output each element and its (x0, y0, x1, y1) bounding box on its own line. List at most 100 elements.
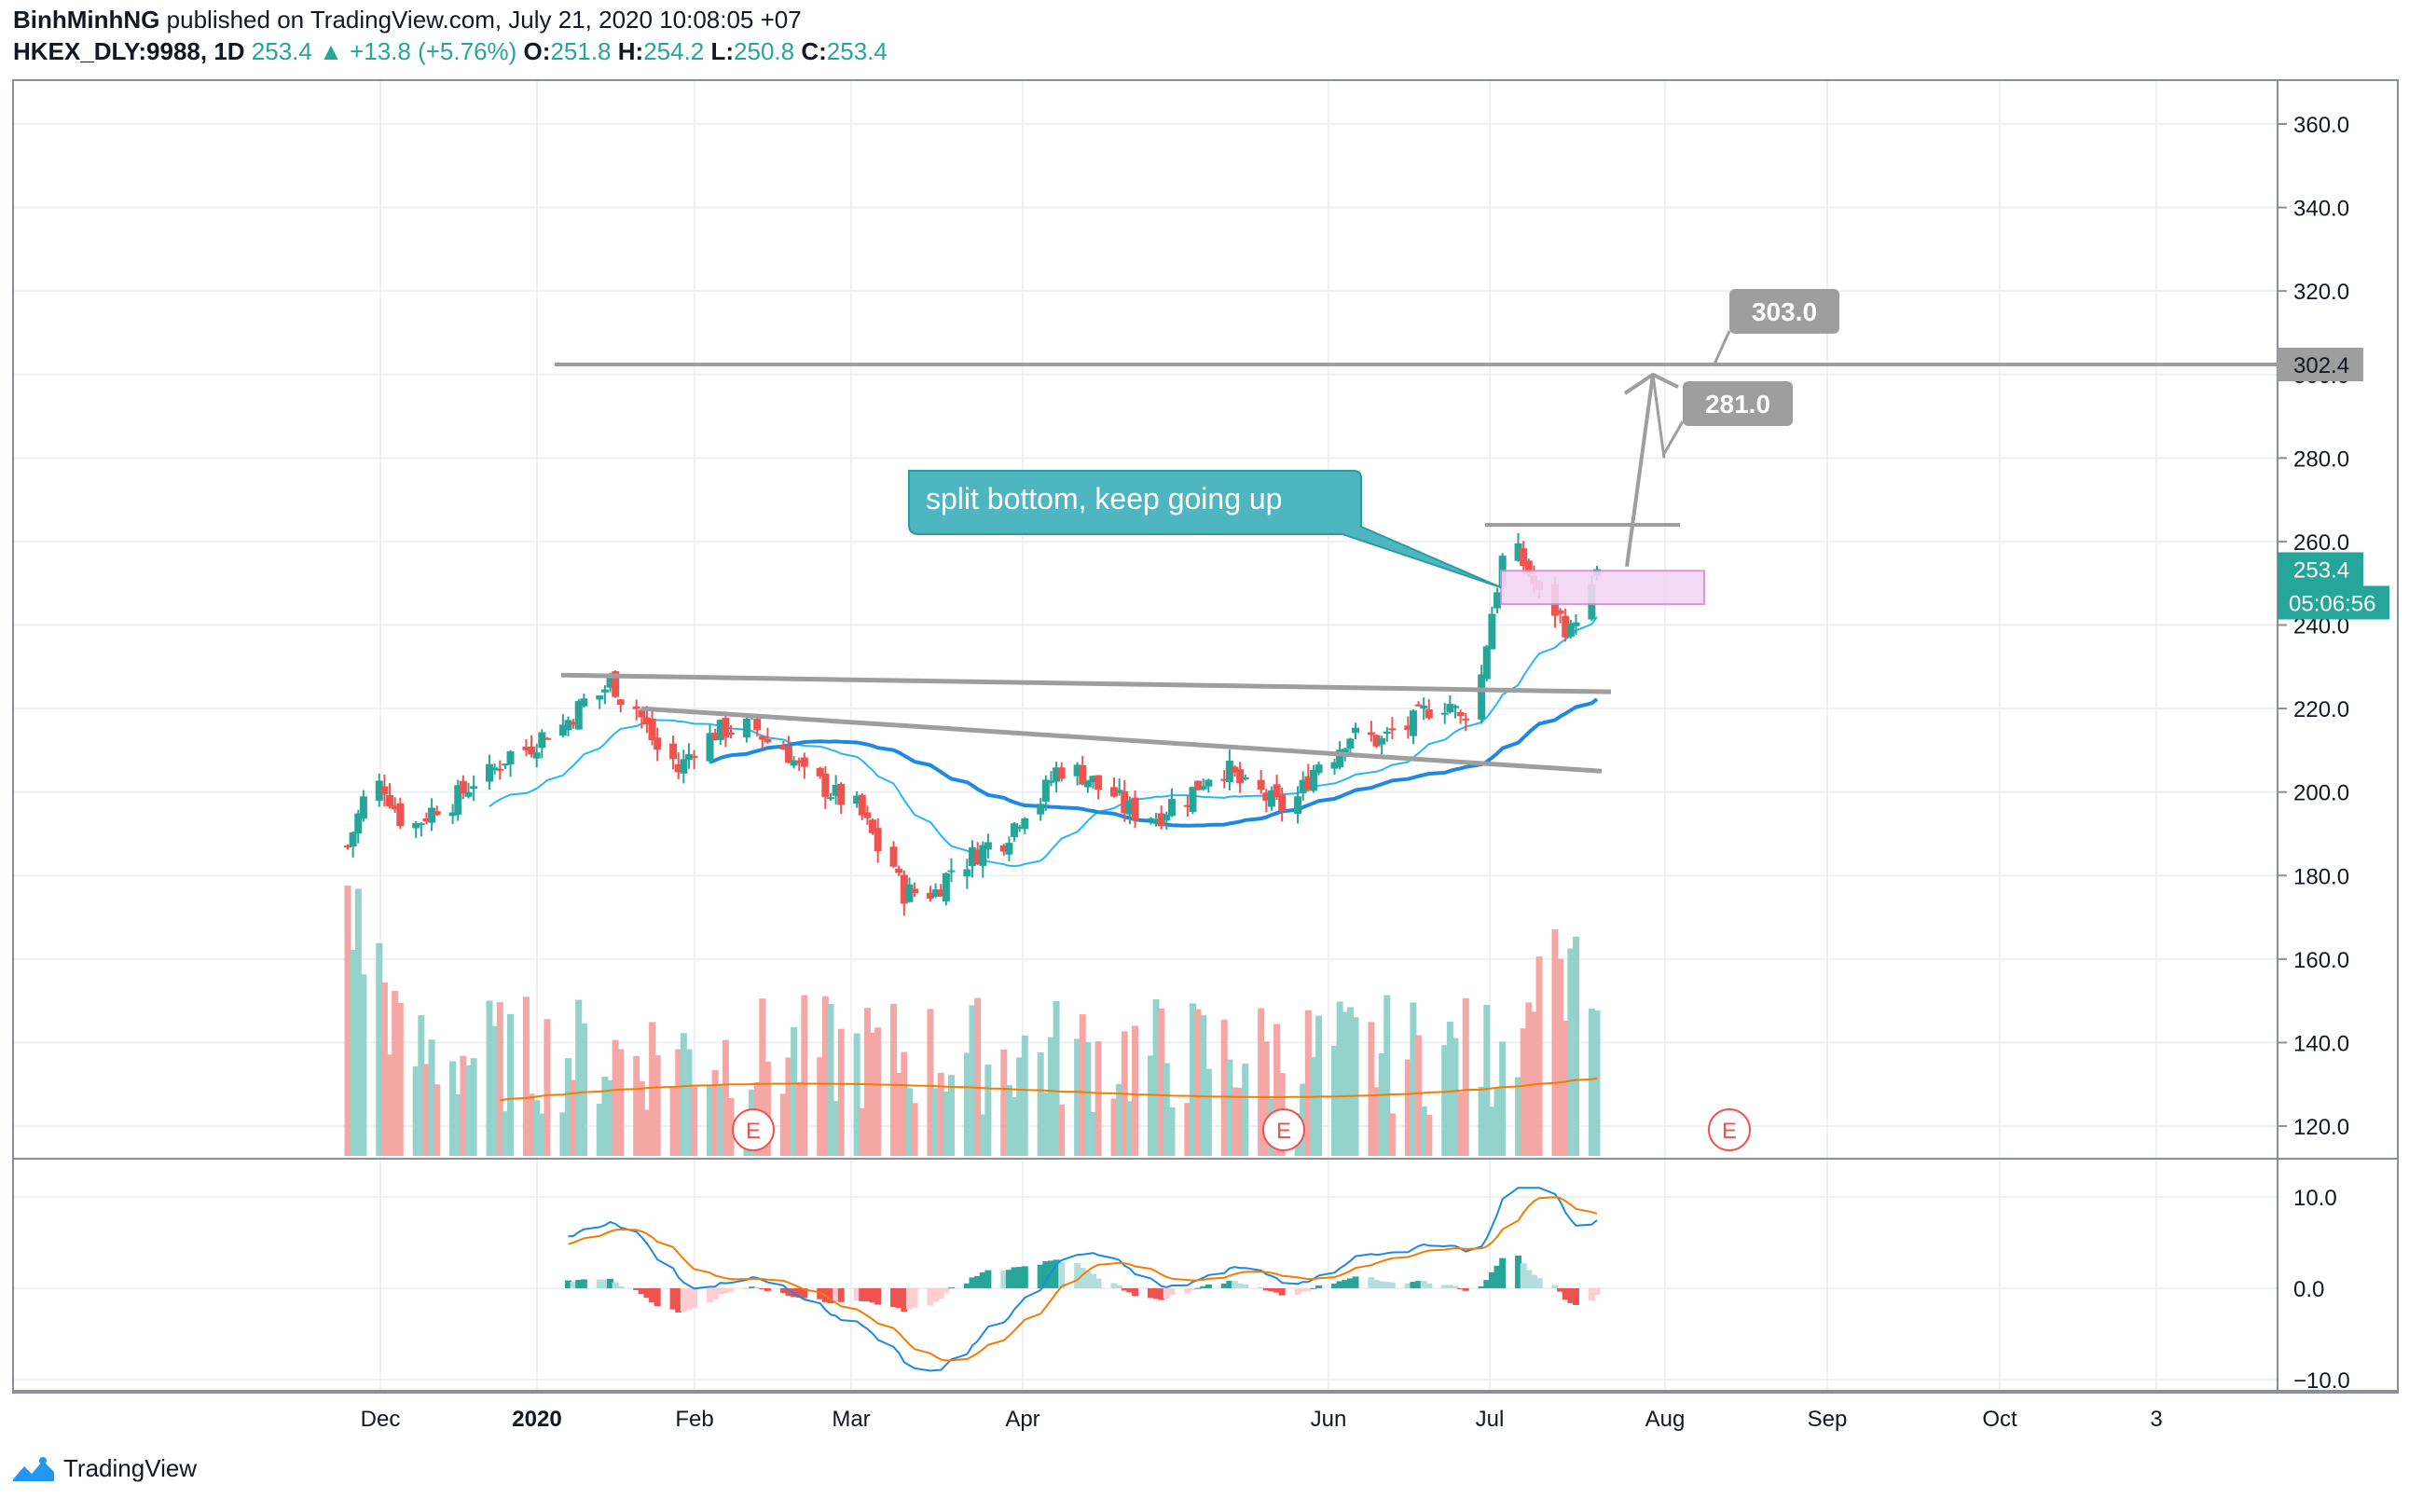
time-tick-label: Oct (1982, 1407, 2017, 1432)
candle-body (638, 709, 646, 718)
macd-histogram-bar (1116, 1285, 1123, 1288)
candle-body (858, 794, 866, 816)
tradingview-logo-icon (13, 1456, 54, 1481)
price-tick-label: 280.0 (2293, 447, 2349, 472)
time-tick-label: Jun (1311, 1407, 1347, 1432)
candle-body (1041, 779, 1050, 802)
candle-body (816, 767, 824, 777)
close-value: 253.4 (826, 37, 888, 65)
symbol-name[interactable]: HKEX_DLY:9988, 1D (13, 37, 245, 65)
candle-body (612, 671, 620, 697)
tradingview-brand[interactable]: TradingView (11, 1454, 197, 1483)
volume-bar (974, 997, 982, 1156)
volume-bar (350, 949, 357, 1156)
candle-body (528, 746, 536, 755)
macd-histogram-bar (1184, 1288, 1191, 1294)
macd-histogram-bar (1462, 1288, 1469, 1291)
volume-bar (1089, 1111, 1096, 1156)
volume-bar (491, 1025, 499, 1156)
volume-bar (932, 1088, 940, 1156)
volume-bar (1567, 948, 1575, 1156)
published-text: published on TradingView.com, July 21, 2… (166, 6, 802, 34)
note-callout-text: split bottom, keep going up (926, 482, 1282, 515)
macd-histogram-bar (1016, 1267, 1024, 1288)
macd-histogram-bar (570, 1281, 577, 1288)
candle-body (1189, 787, 1197, 812)
candle-body (1330, 762, 1339, 769)
author-name[interactable]: BinhMinhNG (13, 6, 160, 34)
macd-histogram-bar (901, 1288, 908, 1312)
candle-body (826, 797, 834, 800)
volume-bar (1147, 1055, 1154, 1156)
volume-bar (984, 1065, 992, 1156)
macd-histogram-bar (963, 1283, 970, 1288)
macd-histogram-bar (743, 1288, 750, 1289)
volume-bar (464, 1065, 472, 1156)
macd-histogram-bar (1346, 1278, 1354, 1288)
candle-body (564, 720, 572, 731)
volume-bar (764, 1061, 771, 1156)
earnings-marker-icon (1262, 1108, 1305, 1151)
candle-body (874, 828, 882, 852)
macd-histogram-bar (863, 1288, 871, 1301)
macd-histogram-bar (1074, 1262, 1081, 1288)
macd-histogram-bar (1457, 1288, 1465, 1289)
candle-body (779, 746, 788, 749)
volume-bar (863, 1008, 871, 1156)
candle-body (1011, 823, 1019, 838)
time-tick-label: Aug (1645, 1407, 1686, 1432)
volume-bar (428, 1039, 435, 1156)
volume-bar (837, 1028, 845, 1156)
volume-bar (1378, 1053, 1385, 1156)
macd-histogram-bar (1194, 1287, 1202, 1289)
candle-body (1037, 804, 1045, 815)
macd-histogram-bar (759, 1288, 766, 1290)
open-value: 251.8 (550, 37, 612, 65)
candle-body (895, 868, 903, 873)
macd-histogram-bar (1047, 1260, 1054, 1288)
macd-histogram-bar (1189, 1288, 1196, 1290)
candle-body (753, 719, 762, 731)
candle-body (470, 786, 478, 790)
macd-histogram-bar (1352, 1276, 1359, 1288)
macd-histogram-bar (1520, 1263, 1527, 1288)
macd-histogram-bar (1410, 1282, 1417, 1288)
candle-body (800, 757, 808, 767)
volume-bar (791, 1026, 798, 1156)
candle-body (1021, 818, 1029, 830)
candle-body (1520, 548, 1528, 567)
macd-histogram-bar (1530, 1274, 1537, 1288)
volume-bar (1457, 1092, 1465, 1156)
volume-bar (1483, 1005, 1491, 1156)
high-value: 254.2 (643, 37, 705, 65)
candle-body (837, 783, 846, 805)
upper-trendline (560, 672, 1612, 694)
macd-histogram-bar (675, 1288, 682, 1313)
macd-histogram-bar (1079, 1268, 1086, 1288)
volume-bar (1200, 1015, 1207, 1156)
volume-bar (706, 1085, 713, 1156)
up-arrow-icon: ▲ (319, 37, 343, 65)
volume-bar (1342, 1011, 1349, 1156)
macd-histogram-bar (1089, 1273, 1096, 1288)
macd-histogram-bar (1415, 1281, 1423, 1288)
lower-trendline (640, 706, 1603, 774)
macd-histogram-bar (833, 1288, 840, 1301)
macd-histogram-bar (1005, 1270, 1012, 1288)
volume-bar (564, 1058, 571, 1156)
macd-histogram-bar (1168, 1288, 1176, 1296)
volume-bar (817, 1057, 824, 1156)
macd-histogram-bar (969, 1277, 976, 1288)
macd-histogram-bar (979, 1272, 986, 1288)
macd-histogram-bar (580, 1279, 587, 1288)
macd-histogram-bar (1084, 1271, 1092, 1288)
macd-histogram-bar (937, 1288, 944, 1299)
volume-bar (833, 1101, 840, 1156)
macd-histogram-bar (837, 1288, 845, 1302)
volume-bar (486, 1000, 493, 1156)
macd-histogram-bar (895, 1288, 902, 1309)
volume-bar (1273, 1024, 1281, 1156)
volume-bar (963, 1052, 970, 1156)
price-tick-label: 120.0 (2293, 1115, 2349, 1140)
